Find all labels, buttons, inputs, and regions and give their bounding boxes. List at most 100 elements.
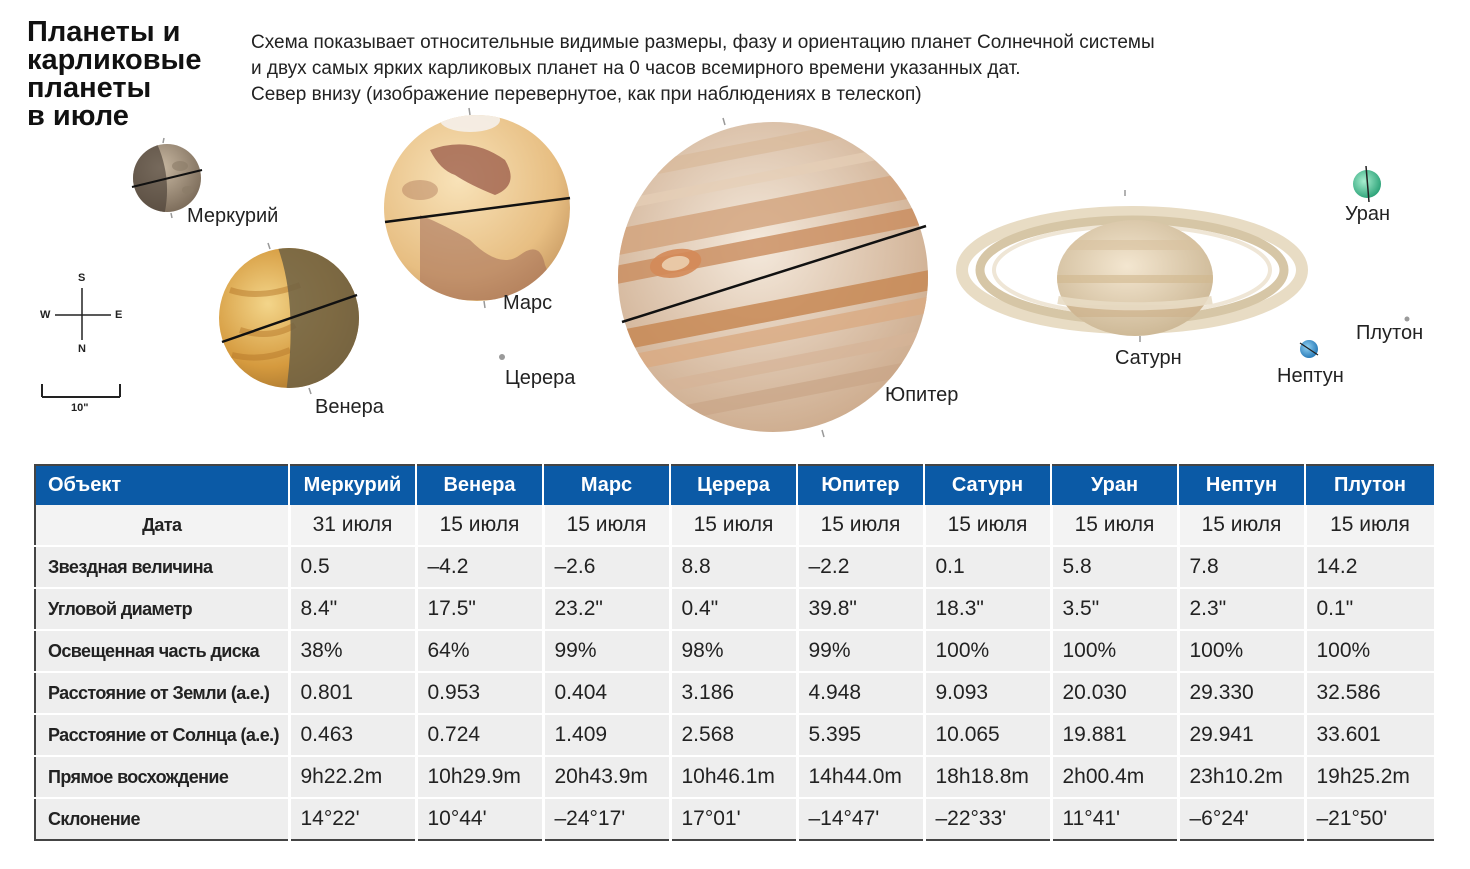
table-cell: 18.3" xyxy=(924,588,1053,631)
table-cell: 10.065 xyxy=(924,714,1053,757)
table-cell: 5.8 xyxy=(1051,546,1180,589)
table-cell: 15 июля xyxy=(924,505,1053,547)
table-cell: 33.601 xyxy=(1305,714,1437,757)
table-cell: 0.463 xyxy=(289,714,418,757)
table-cell: 0.404 xyxy=(543,672,672,715)
table-row: Звездная величина 0.5 –4.2 –2.6 8.8 –2.2 0.1 5.… xyxy=(35,546,1437,589)
title-line: планеты xyxy=(27,72,152,104)
table-cell: 8.4" xyxy=(289,588,418,631)
compass-west: W xyxy=(40,309,51,321)
row-label: Расстояние от Солнца (а.е.) xyxy=(35,714,291,757)
column-header: Венера xyxy=(416,465,544,505)
jupiter-icon xyxy=(618,117,928,438)
compass-south: S xyxy=(78,272,86,284)
table-cell: –22°33' xyxy=(924,798,1053,840)
planet-data-table: Объект Меркурий Венера Марс Церера Юпите… xyxy=(34,464,1437,841)
table-cell: 100% xyxy=(1178,630,1307,673)
table-header-row: Объект Меркурий Венера Марс Церера Юпите… xyxy=(35,465,1436,505)
title-line: Планеты и xyxy=(27,16,181,48)
uranus-icon xyxy=(1353,165,1381,203)
title-line: карликовые xyxy=(27,44,202,76)
table-cell: 15 июля xyxy=(1178,505,1307,547)
page-title: Планеты и карликовые планеты в июле xyxy=(27,16,237,132)
table-cell: 29.941 xyxy=(1178,714,1307,757)
label-mercury: Меркурий xyxy=(187,205,279,227)
title-line: в июле xyxy=(27,100,129,132)
table-cell: 0.5 xyxy=(289,546,418,589)
table-cell: 4.948 xyxy=(797,672,926,715)
column-header: Юпитер xyxy=(797,465,925,505)
table-cell: 7.8 xyxy=(1178,546,1307,589)
compass-east: E xyxy=(115,309,123,321)
table-cell: –21°50' xyxy=(1305,798,1437,840)
description-line: Схема показывает относительные видимые р… xyxy=(251,32,1155,53)
table-cell: –2.6 xyxy=(543,546,672,589)
table-cell: 38% xyxy=(289,630,418,673)
label-jupiter: Юпитер xyxy=(885,384,959,406)
table-cell: 5.395 xyxy=(797,714,926,757)
table-row: Прямое восхождение 9h22.2m 10h29.9m 20h43.9… xyxy=(35,756,1437,799)
table-cell: –2.2 xyxy=(797,546,926,589)
column-header: Объект xyxy=(35,465,290,505)
table-cell: 32.586 xyxy=(1305,672,1437,715)
description-line: Север внизу (изображение перевернутое, к… xyxy=(251,84,922,105)
column-header: Меркурий xyxy=(289,465,417,505)
compass-icon xyxy=(55,288,111,340)
mars-icon xyxy=(384,107,571,309)
ceres-icon xyxy=(499,354,505,360)
table-cell: 23h10.2m xyxy=(1178,756,1307,799)
table-cell: 23.2" xyxy=(543,588,672,631)
table-cell: 1.409 xyxy=(543,714,672,757)
table-cell: 18h18.8m xyxy=(924,756,1053,799)
column-header: Марс xyxy=(543,465,671,505)
table-cell: 3.5" xyxy=(1051,588,1180,631)
description-line: и двух самых ярких карликовых планет на … xyxy=(251,58,1021,79)
table-cell: 31 июля xyxy=(289,505,418,547)
table-cell: 0.801 xyxy=(289,672,418,715)
column-header: Плутон xyxy=(1305,465,1436,505)
table-cell: 15 июля xyxy=(670,505,799,547)
table-cell: 14.2 xyxy=(1305,546,1437,589)
table-cell: 14°22' xyxy=(289,798,418,840)
table-row: Склонение 14°22' 10°44' –24°17' 17°01' –14°47… xyxy=(35,798,1437,840)
label-ceres: Церера xyxy=(505,367,576,389)
scale-label: 10" xyxy=(71,402,89,414)
table-cell: 0.4" xyxy=(670,588,799,631)
table-cell: –4.2 xyxy=(416,546,545,589)
table-cell: 10°44' xyxy=(416,798,545,840)
table-cell: –14°47' xyxy=(797,798,926,840)
planet-diagram xyxy=(41,107,1410,438)
row-label: Угловой диаметр xyxy=(35,588,291,631)
row-label: Звездная величина xyxy=(35,546,291,589)
table-cell: 15 июля xyxy=(543,505,672,547)
table-cell: 2.3" xyxy=(1178,588,1307,631)
table-cell: 17°01' xyxy=(670,798,799,840)
row-label: Расстояние от Земли (а.е.) xyxy=(35,672,291,715)
mercury-icon xyxy=(131,137,203,219)
table-cell: –6°24' xyxy=(1178,798,1307,840)
label-neptune: Нептун xyxy=(1277,365,1344,387)
column-header: Сатурн xyxy=(924,465,1052,505)
table-cell: 10h29.9m xyxy=(416,756,545,799)
row-label: Склонение xyxy=(35,798,291,840)
table-cell: 20h43.9m xyxy=(543,756,672,799)
label-venus: Венера xyxy=(315,396,384,418)
table-cell: 9h22.2m xyxy=(289,756,418,799)
column-header: Нептун xyxy=(1178,465,1306,505)
table-cell: 10h46.1m xyxy=(670,756,799,799)
table-cell: 15 июля xyxy=(797,505,926,547)
row-label: Дата xyxy=(35,505,291,547)
table-cell: 20.030 xyxy=(1051,672,1180,715)
table-cell: 29.330 xyxy=(1178,672,1307,715)
table-row: Расстояние от Солнца (а.е.) 0.463 0.724 1.4… xyxy=(35,714,1437,757)
saturn-icon xyxy=(956,190,1308,342)
table-cell: 0.1" xyxy=(1305,588,1437,631)
table-cell: 2h00.4m xyxy=(1051,756,1180,799)
table-cell: 0.953 xyxy=(416,672,545,715)
table-cell: 9.093 xyxy=(924,672,1053,715)
neptune-icon xyxy=(1299,340,1319,358)
table-cell: 17.5" xyxy=(416,588,545,631)
description: Схема показывает относительные видимые р… xyxy=(251,30,1155,108)
label-uranus: Уран xyxy=(1345,203,1391,225)
column-header: Уран xyxy=(1051,465,1179,505)
